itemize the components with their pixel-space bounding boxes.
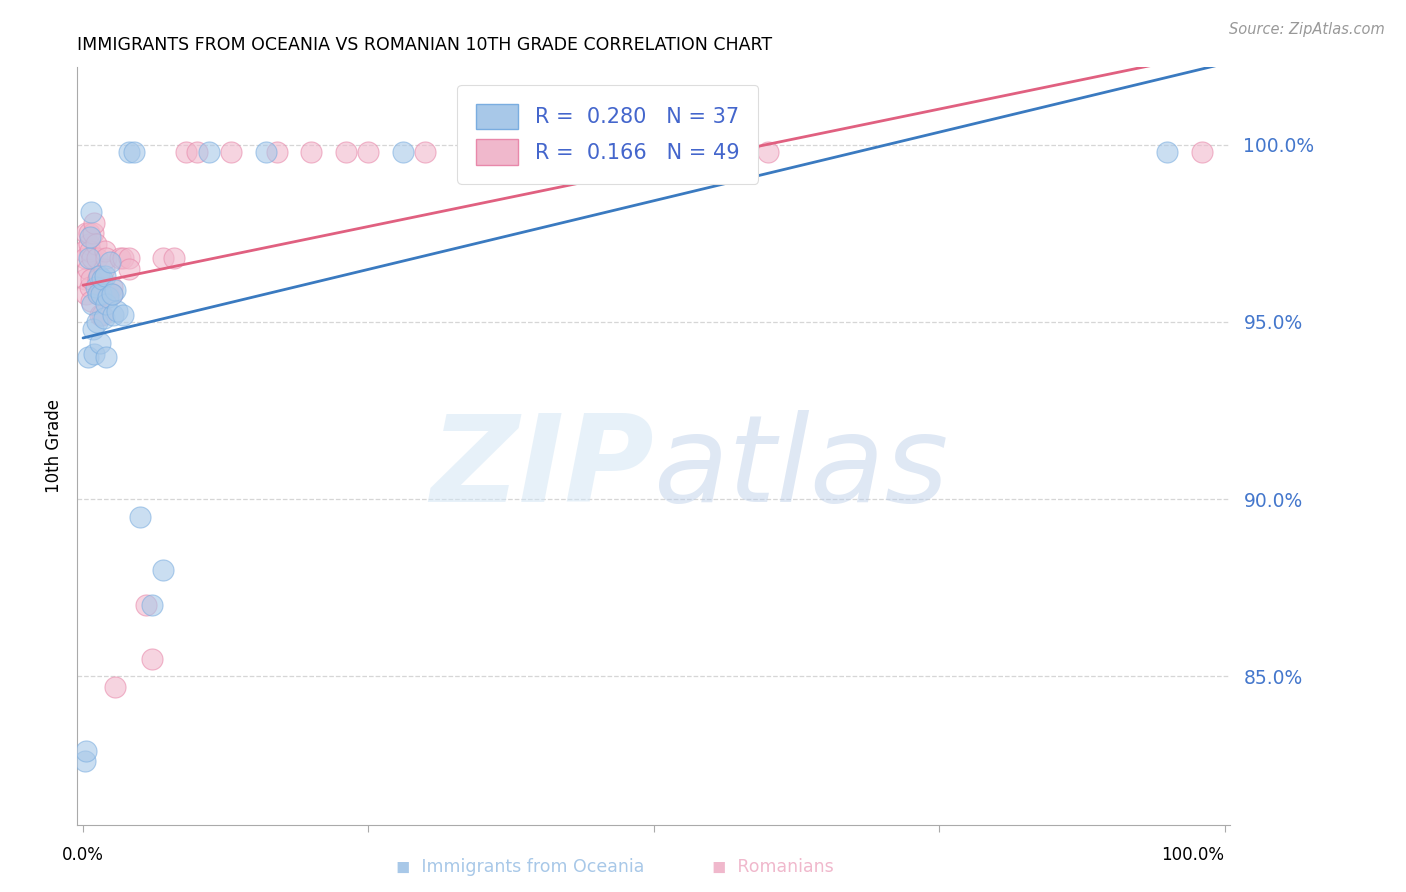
Point [94, 251, 117, 265]
Point [75, 744, 97, 758]
Point [163, 251, 186, 265]
Point [97, 286, 120, 301]
Point [94, 297, 117, 311]
Point [1191, 145, 1213, 159]
Point [335, 145, 357, 159]
Point [91, 272, 114, 286]
Point [141, 599, 163, 613]
Point [73, 244, 96, 259]
Point [124, 145, 146, 159]
Point [90, 286, 112, 301]
Point [111, 251, 134, 265]
Point [118, 261, 141, 276]
Point [76, 351, 98, 365]
Point [152, 251, 174, 265]
Point [77, 227, 100, 241]
Point [77, 251, 100, 265]
Point [129, 509, 152, 524]
Point [87, 272, 110, 286]
Point [135, 599, 157, 613]
Point [266, 145, 288, 159]
Point [89, 336, 111, 351]
Point [100, 279, 122, 293]
Point [82, 297, 104, 311]
Point [186, 145, 208, 159]
Point [152, 563, 174, 577]
Point [104, 283, 127, 297]
Point [82, 251, 104, 265]
Point [75, 227, 97, 241]
Point [84, 237, 107, 252]
Point [77, 237, 100, 252]
Point [79, 230, 101, 244]
Point [82, 227, 104, 241]
Point [756, 145, 779, 159]
Point [357, 145, 380, 159]
Point [80, 272, 103, 286]
Point [80, 205, 103, 219]
Point [93, 244, 115, 259]
Text: IMMIGRANTS FROM OCEANIA VS ROMANIAN 10TH GRADE CORRELATION CHART: IMMIGRANTS FROM OCEANIA VS ROMANIAN 10TH… [77, 37, 772, 54]
Point [87, 268, 110, 283]
Point [415, 145, 437, 159]
Y-axis label: 10th Grade: 10th Grade [45, 399, 63, 493]
Point [100, 286, 122, 301]
Point [93, 311, 115, 326]
Point [75, 272, 97, 286]
Point [87, 286, 110, 301]
Point [75, 755, 97, 769]
Point [82, 322, 104, 336]
Point [76, 261, 98, 276]
Point [643, 145, 665, 159]
Point [86, 315, 108, 329]
Point [80, 293, 103, 308]
Point [75, 286, 97, 301]
Text: 0.0%: 0.0% [62, 847, 104, 864]
Point [91, 308, 114, 322]
Point [529, 145, 551, 159]
Point [75, 251, 97, 265]
Text: ◼  Immigrants from Oceania: ◼ Immigrants from Oceania [396, 858, 644, 876]
Legend: R =  0.280   N = 37, R =  0.166   N = 49: R = 0.280 N = 37, R = 0.166 N = 49 [457, 85, 758, 184]
Point [111, 308, 134, 322]
Text: Source: ZipAtlas.com: Source: ZipAtlas.com [1229, 22, 1385, 37]
Point [101, 308, 124, 322]
Text: 100.0%: 100.0% [1161, 847, 1225, 864]
Point [93, 268, 115, 283]
Point [87, 286, 110, 301]
Point [118, 251, 141, 265]
Point [108, 251, 131, 265]
Point [254, 145, 277, 159]
Point [174, 145, 197, 159]
Point [100, 254, 122, 268]
Point [89, 308, 111, 322]
Text: ◼  Romanians: ◼ Romanians [713, 858, 834, 876]
Point [141, 651, 163, 665]
Point [700, 145, 723, 159]
Point [118, 145, 141, 159]
Point [299, 145, 322, 159]
Text: ZIP: ZIP [430, 410, 654, 527]
Point [197, 145, 219, 159]
Point [79, 244, 101, 259]
Point [1156, 145, 1178, 159]
Point [79, 279, 101, 293]
Point [105, 304, 128, 318]
Point [97, 290, 120, 304]
Point [93, 261, 115, 276]
Point [100, 286, 122, 301]
Point [84, 279, 107, 293]
Text: atlas: atlas [654, 410, 949, 527]
Point [221, 145, 243, 159]
Point [94, 351, 117, 365]
Point [104, 680, 127, 694]
Point [83, 216, 105, 230]
Point [90, 279, 112, 293]
Point [86, 251, 108, 265]
Point [391, 145, 413, 159]
Point [83, 347, 105, 361]
